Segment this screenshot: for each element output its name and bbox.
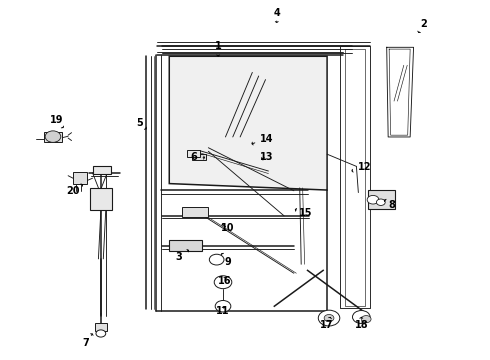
Circle shape <box>361 316 371 323</box>
Text: 10: 10 <box>221 224 235 233</box>
Circle shape <box>215 301 231 312</box>
Text: 15: 15 <box>295 208 313 218</box>
Circle shape <box>367 195 379 204</box>
Text: 7: 7 <box>83 334 93 348</box>
Circle shape <box>352 311 370 323</box>
Text: 5: 5 <box>137 118 147 129</box>
Bar <box>44 132 62 141</box>
Bar <box>187 149 199 157</box>
Text: 3: 3 <box>175 249 189 262</box>
Text: 4: 4 <box>273 8 280 22</box>
Text: 19: 19 <box>50 115 64 128</box>
Text: 16: 16 <box>218 276 231 286</box>
Circle shape <box>96 330 106 337</box>
Bar <box>182 207 208 217</box>
Text: 14: 14 <box>252 134 274 145</box>
Text: 2: 2 <box>418 19 427 32</box>
Text: 6: 6 <box>191 152 204 162</box>
Bar <box>90 188 112 211</box>
Bar <box>192 154 206 160</box>
Polygon shape <box>169 56 327 190</box>
Bar <box>73 172 87 184</box>
Circle shape <box>214 276 232 289</box>
Text: 8: 8 <box>385 199 395 210</box>
Circle shape <box>318 310 340 326</box>
Bar <box>95 323 107 331</box>
Text: 13: 13 <box>260 152 274 162</box>
Text: 9: 9 <box>221 253 231 267</box>
Circle shape <box>376 199 385 206</box>
Text: 17: 17 <box>320 318 334 330</box>
Bar <box>368 190 395 210</box>
Bar <box>169 240 202 251</box>
Text: 20: 20 <box>66 184 83 197</box>
Circle shape <box>324 315 334 321</box>
Bar <box>93 166 111 174</box>
Text: 18: 18 <box>354 318 368 330</box>
Text: 1: 1 <box>215 41 221 56</box>
Text: 12: 12 <box>352 162 371 172</box>
Circle shape <box>209 254 224 265</box>
Circle shape <box>45 131 61 142</box>
Text: 11: 11 <box>216 306 230 316</box>
